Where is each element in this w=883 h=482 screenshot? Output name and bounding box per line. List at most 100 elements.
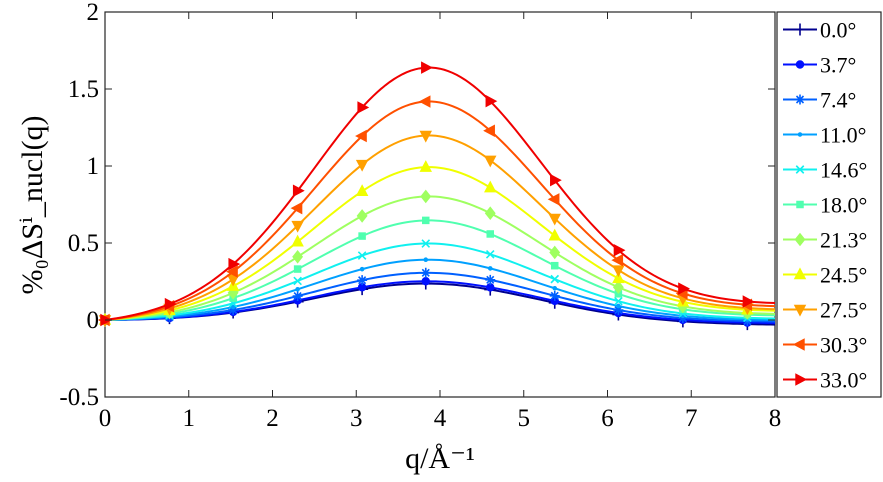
marker-triangle-left xyxy=(355,129,367,143)
marker-triangle-right xyxy=(795,373,808,386)
marker-diamond xyxy=(794,232,806,247)
marker-point xyxy=(423,257,429,263)
legend-label: 3.7° xyxy=(820,53,856,78)
legend-item: 18.0° xyxy=(783,193,867,218)
y-tick-label: 1 xyxy=(87,153,100,180)
legend-label: 18.0° xyxy=(820,193,867,218)
plot-area xyxy=(97,11,776,398)
series-line xyxy=(104,280,776,325)
marker-triangle-left xyxy=(611,253,624,267)
legend-item: 27.5° xyxy=(783,298,867,323)
legend-item: 21.3° xyxy=(783,228,867,253)
marker-asterisk xyxy=(613,305,624,316)
marker-asterisk xyxy=(795,94,805,105)
y-tick-label: 0 xyxy=(87,307,100,334)
y-axis-ticks: -0.5 0 0.5 1 1.5 2 xyxy=(59,0,775,411)
marker-triangle-right xyxy=(292,184,305,197)
marker-asterisk xyxy=(228,304,239,315)
legend-item: 0.0° xyxy=(783,18,856,43)
marker-triangle-down xyxy=(793,304,807,317)
series-line xyxy=(104,66,776,321)
x-tick-label: 5 xyxy=(518,405,531,432)
series-line xyxy=(104,100,776,321)
marker-triangle-right xyxy=(357,101,370,114)
x-tick-label: 0 xyxy=(99,405,112,432)
legend-label: 7.4° xyxy=(820,88,856,113)
legend-label: 30.3° xyxy=(820,333,867,358)
x-tick-label: 7 xyxy=(685,405,698,432)
marker-x xyxy=(357,251,367,260)
marker-x xyxy=(485,249,495,259)
series-line xyxy=(104,242,776,321)
marker-diamond xyxy=(420,189,432,204)
marker-square xyxy=(550,261,559,270)
marker-triangle-up xyxy=(291,234,304,247)
marker-triangle-left xyxy=(547,193,560,206)
x-tick-label: 8 xyxy=(769,405,782,432)
legend-item: 24.5° xyxy=(783,263,867,288)
marker-triangle-right xyxy=(421,61,433,74)
marker-square xyxy=(358,232,366,240)
legend-label: 0.0° xyxy=(820,18,856,43)
marker-point xyxy=(359,266,365,272)
marker-circle xyxy=(795,60,805,69)
legend-item: 11.0° xyxy=(783,123,866,148)
marker-triangle-left xyxy=(483,124,495,137)
x-axis-title: q/Å⁻¹ xyxy=(405,442,475,475)
marker-triangle-up xyxy=(355,184,369,196)
marker-point xyxy=(797,132,803,137)
marker-diamond xyxy=(612,280,624,295)
legend-item: 14.6° xyxy=(783,158,867,183)
marker-asterisk xyxy=(549,290,560,301)
marker-triangle-up xyxy=(419,160,432,172)
x-tick-label: 6 xyxy=(601,405,614,432)
marker-triangle-right xyxy=(164,297,177,311)
legend-label: 24.5° xyxy=(820,263,867,288)
marker-triangle-down xyxy=(612,265,625,278)
marker-triangle-right xyxy=(550,173,562,187)
legend: 0.0° 3.7° 7.4° 11.0° 14.6° 18.0° 21.3° 24.5° 27.… xyxy=(776,11,882,398)
marker-triangle-right xyxy=(613,243,626,257)
plot-frame xyxy=(104,11,776,398)
marker-triangle-up xyxy=(612,271,625,284)
marker-triangle-right xyxy=(742,295,755,308)
marker-square xyxy=(796,200,804,209)
marker-x xyxy=(550,274,560,284)
marker-square xyxy=(422,216,430,225)
marker-x xyxy=(421,239,431,248)
marker-triangle-left xyxy=(290,201,303,215)
marker-x xyxy=(293,276,302,286)
marker-circle xyxy=(421,277,431,286)
series-line xyxy=(104,258,776,321)
x-tick-label: 3 xyxy=(350,405,363,432)
marker-point xyxy=(230,304,236,310)
series-line xyxy=(104,166,776,321)
legend-label: 14.6° xyxy=(820,158,867,183)
marker-triangle-down xyxy=(355,159,369,172)
legend-label: 33.0° xyxy=(820,368,867,393)
marker-asterisk xyxy=(420,267,431,278)
marker-point xyxy=(487,266,493,271)
marker-triangle-down xyxy=(419,130,432,143)
x-tick-label: 1 xyxy=(183,405,196,432)
marker-triangle-right xyxy=(485,94,498,108)
x-tick-label: 4 xyxy=(434,405,447,432)
marker-diamond xyxy=(356,209,368,223)
marker-diamond xyxy=(292,250,304,264)
series-line xyxy=(104,134,776,321)
marker-x xyxy=(795,165,805,174)
series-330 xyxy=(100,61,776,327)
legend-item: 30.3° xyxy=(783,333,867,358)
y-tick-label: 2 xyxy=(87,0,100,26)
marker-square xyxy=(293,265,302,273)
marker-point xyxy=(295,286,300,292)
marker-asterisk xyxy=(357,275,368,286)
marker-x xyxy=(614,296,623,306)
marker-diamond xyxy=(484,206,496,221)
series-line xyxy=(104,195,776,321)
marker-plus xyxy=(794,23,806,36)
marker-asterisk xyxy=(485,274,496,285)
series-layer xyxy=(97,61,776,331)
marker-triangle-left xyxy=(792,338,805,351)
